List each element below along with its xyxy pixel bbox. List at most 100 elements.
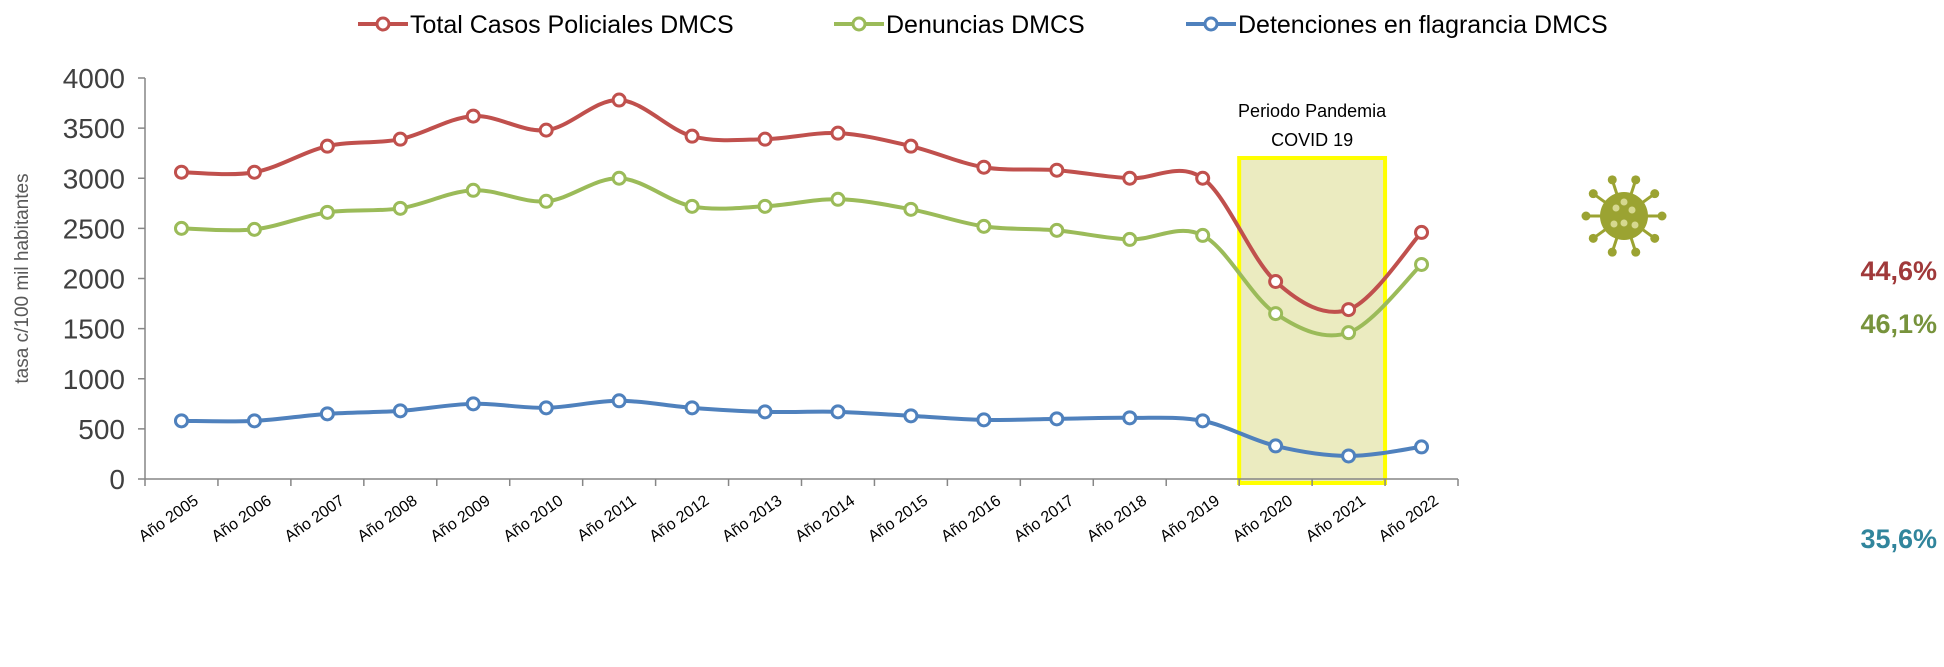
percent-change-label: 46,1% [1860, 309, 1937, 339]
x-tick-label: Año 2018 [1084, 492, 1150, 545]
data-point [684, 400, 700, 416]
data-point [465, 108, 481, 124]
data-point [830, 191, 846, 207]
data-point [1341, 302, 1357, 318]
data-point [1268, 306, 1284, 322]
data-point [1414, 256, 1430, 272]
data-point [1195, 413, 1211, 429]
data-point [1414, 439, 1430, 455]
highlight-label-line1: Periodo Pandemia [1238, 101, 1387, 121]
data-point [976, 412, 992, 428]
x-tick-label: Año 2006 [209, 492, 275, 545]
data-point [976, 218, 992, 234]
y-tick-label: 2500 [63, 213, 125, 244]
data-point [392, 403, 408, 419]
data-point [757, 198, 773, 214]
pandemic-period-highlight [1237, 156, 1388, 485]
series-line [181, 176, 1423, 338]
data-point [903, 408, 919, 424]
data-point [392, 131, 408, 147]
y-axis-ticks: 0 500 1000 1500 2000 2500 3000 3500 4000 [63, 63, 145, 495]
data-point [1049, 162, 1065, 178]
highlight-label-line2: COVID 19 [1271, 130, 1353, 150]
x-tick-label: Año 2008 [355, 492, 421, 545]
y-tick-label: 1500 [63, 314, 125, 345]
x-tick-label: Año 2014 [792, 492, 858, 545]
x-tick-label: Año 2007 [282, 492, 348, 545]
x-tick-label: Año 2012 [647, 492, 713, 545]
data-point [173, 220, 189, 236]
x-tick-label: Año 2019 [1157, 492, 1223, 545]
data-point [611, 92, 627, 108]
data-point [830, 404, 846, 420]
data-point [757, 131, 773, 147]
percent-change-label: 35,6% [1860, 524, 1937, 554]
legend-label: Total Casos Policiales DMCS [410, 11, 734, 39]
y-tick-label: 1000 [63, 364, 125, 395]
y-tick-label: 3000 [63, 163, 125, 194]
x-tick-label: Año 2011 [575, 492, 640, 545]
data-point [173, 164, 189, 180]
data-point [1268, 438, 1284, 454]
data-point [1195, 227, 1211, 243]
data-point [1341, 325, 1357, 341]
y-axis-label: tasa c/100 mil habitantes [12, 173, 33, 383]
data-point [611, 393, 627, 409]
data-point [319, 138, 335, 154]
x-tick-label: Año 2005 [136, 492, 202, 545]
legend-label: Detenciones en flagrancia DMCS [1238, 11, 1608, 39]
data-point [246, 221, 262, 237]
data-point [1341, 448, 1357, 464]
y-tick-label: 2000 [63, 264, 125, 295]
series-3 [173, 393, 1430, 464]
data-point [319, 406, 335, 422]
x-tick-label: Año 2013 [719, 492, 785, 545]
x-tick-label: Año 2017 [1011, 492, 1077, 545]
y-tick-label: 4000 [63, 63, 125, 94]
data-point [465, 396, 481, 412]
x-tick-label: Año 2010 [501, 492, 567, 545]
data-point [1122, 170, 1138, 186]
legend-label: Denuncias DMCS [886, 11, 1085, 39]
series-line [181, 98, 1424, 314]
y-tick-label: 0 [109, 464, 125, 495]
data-point [538, 193, 554, 209]
percent-change-label: 44,6% [1860, 256, 1937, 286]
legend-item: Total Casos Policiales DMCS [358, 11, 734, 39]
series-2 [173, 170, 1430, 341]
data-point [830, 125, 846, 141]
y-tick-label: 3500 [63, 113, 125, 144]
data-point [1049, 222, 1065, 238]
data-point [976, 159, 992, 175]
data-point [392, 200, 408, 216]
data-point [538, 400, 554, 416]
x-tick-label: Año 2022 [1376, 492, 1442, 545]
legend-item: Denuncias DMCS [834, 11, 1085, 39]
x-tick-label: Año 2009 [428, 492, 494, 545]
data-point [684, 128, 700, 144]
data-point [1195, 170, 1211, 186]
series-line [181, 398, 1422, 458]
legend-item: Detenciones en flagrancia DMCS [1186, 11, 1608, 39]
data-point [611, 170, 627, 186]
data-point [319, 204, 335, 220]
data-point [903, 201, 919, 217]
x-tick-label: Año 2016 [938, 492, 1004, 545]
series-layer [173, 92, 1430, 464]
x-tick-label: Año 2015 [865, 492, 931, 545]
data-point [246, 413, 262, 429]
data-point [1122, 410, 1138, 426]
x-tick-label: Año 2020 [1230, 492, 1296, 545]
series-1 [173, 92, 1430, 318]
data-point [757, 404, 773, 420]
data-point [1268, 274, 1284, 290]
data-point [684, 198, 700, 214]
data-point [1122, 231, 1138, 247]
legend: Total Casos Policiales DMCS Denuncias DMC… [358, 11, 1608, 39]
data-point [1414, 224, 1430, 240]
annotations: 44,6% 46,1% 35,6% [1860, 256, 1937, 554]
data-point [1049, 411, 1065, 427]
virus-icon [1581, 175, 1667, 257]
data-point [465, 182, 481, 198]
y-tick-label: 500 [78, 414, 125, 445]
